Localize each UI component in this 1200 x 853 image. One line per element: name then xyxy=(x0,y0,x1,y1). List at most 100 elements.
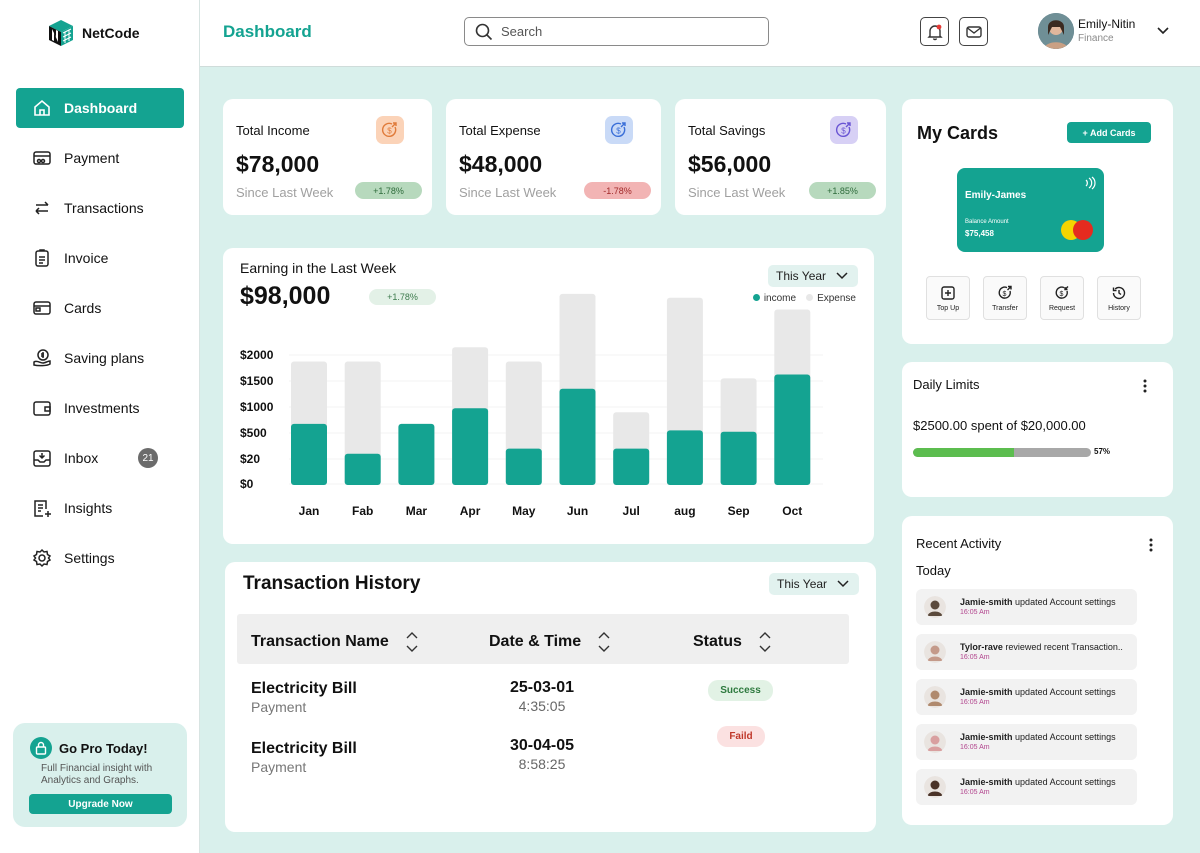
sidebar-item-inbox[interactable]: Inbox 21 xyxy=(16,438,184,478)
stat-card-total-expense: Total Expense $ $48,000 Since Last Week … xyxy=(446,99,661,215)
recent-activity-title: Recent Activity xyxy=(916,536,1002,551)
income-bar[interactable] xyxy=(774,374,811,486)
sidebar-item-insights[interactable]: Insights xyxy=(16,488,184,528)
history-button[interactable]: History xyxy=(1097,276,1141,320)
card-icon xyxy=(33,301,51,315)
income-bar[interactable] xyxy=(452,408,489,485)
stat-value: $48,000 xyxy=(459,151,543,177)
period-select[interactable]: This Year xyxy=(768,265,858,287)
stat-value: $56,000 xyxy=(688,151,772,177)
sort-icon xyxy=(406,632,418,652)
earning-chart-card: Earning in the Last Week $98,000 +1.78% … xyxy=(223,248,874,544)
transfer-button[interactable]: $ Transfer xyxy=(983,276,1027,320)
column-header-status[interactable]: Status xyxy=(693,630,772,654)
legend-expense-label: Expense xyxy=(817,293,856,304)
column-header-date[interactable]: Date & Time xyxy=(489,630,611,654)
activity-user: Jamie-smith xyxy=(960,687,1013,697)
transaction-history-card: Transaction History This Year Transactio… xyxy=(225,562,876,832)
messages-button[interactable] xyxy=(959,17,988,46)
logo[interactable]: NetCode xyxy=(46,18,140,48)
x-tick-label: Apr xyxy=(460,504,481,518)
activity-avatar-icon xyxy=(924,641,946,663)
activity-user: Jamie-smith xyxy=(960,597,1013,607)
more-options-icon[interactable] xyxy=(1149,538,1153,552)
sidebar-item-payment[interactable]: Payment xyxy=(16,138,184,178)
activity-item[interactable]: Jamie-smith updated Account settings 16:0… xyxy=(916,724,1137,760)
card-balance-label: Balance Amount xyxy=(965,219,1009,225)
search-box[interactable] xyxy=(464,17,769,46)
invoice-icon xyxy=(35,249,49,267)
user-avatar[interactable] xyxy=(1038,13,1074,49)
sidebar-item-transactions[interactable]: Transactions xyxy=(16,188,184,228)
card-holder-name: Emily-James xyxy=(965,190,1027,201)
sidebar-item-label: Investments xyxy=(64,400,140,416)
add-cards-button[interactable]: + Add Cards xyxy=(1067,122,1151,143)
go-pro-description: Full Financial insight with Analytics an… xyxy=(41,763,153,786)
income-bar[interactable] xyxy=(344,453,381,485)
daily-limits-progress xyxy=(913,448,1091,457)
request-button[interactable]: $ Request xyxy=(1040,276,1084,320)
activity-item[interactable]: Jamie-smith updated Account settings 16:0… xyxy=(916,679,1137,715)
x-tick-label: Fab xyxy=(352,504,373,518)
stat-change-badge: +1.85% xyxy=(809,182,876,199)
upgrade-now-button[interactable]: Upgrade Now xyxy=(29,794,172,814)
notifications-button[interactable] xyxy=(920,17,949,46)
sidebar-item-settings[interactable]: Settings xyxy=(16,538,184,578)
sidebar-item-invoice[interactable]: Invoice xyxy=(16,238,184,278)
go-pro-panel: Go Pro Today! Full Financial insight wit… xyxy=(13,723,187,827)
chart-title: Earning in the Last Week xyxy=(240,260,397,276)
search-input[interactable] xyxy=(501,24,751,39)
mail-icon xyxy=(965,25,982,38)
activity-item[interactable]: Jamie-smith updated Account settings 16:0… xyxy=(916,769,1137,805)
y-tick-label: $0 xyxy=(240,477,254,491)
activity-time: 16:05 Am xyxy=(960,609,990,616)
transaction-date: 30-04-05 xyxy=(509,737,575,754)
sidebar-item-label: Transactions xyxy=(64,200,144,216)
transaction-time: 4:35:05 xyxy=(518,698,566,714)
income-bar[interactable] xyxy=(666,430,703,485)
credit-card[interactable]: Emily-James Balance Amount $75,458 xyxy=(957,168,1104,252)
x-tick-label: Mar xyxy=(406,504,428,518)
daily-limits-text: $2500.00 spent of $20,000.00 xyxy=(913,418,1086,433)
action-label: History xyxy=(1108,304,1130,312)
income-bar[interactable] xyxy=(613,448,650,485)
legend-expense: Expense xyxy=(806,293,856,304)
sidebar-item-investments[interactable]: Investments xyxy=(16,388,184,428)
chevron-down-icon[interactable] xyxy=(1156,26,1170,36)
activity-avatar-icon xyxy=(924,731,946,753)
income-bar[interactable] xyxy=(505,448,542,485)
y-tick-label: $1000 xyxy=(240,400,274,414)
brand-name: NetCode xyxy=(82,25,140,41)
chart-total: $98,000 xyxy=(240,282,331,310)
daily-limits-title: Daily Limits xyxy=(913,377,980,392)
activity-text: Jamie-smith updated Account settings xyxy=(960,732,1116,742)
activity-text: Jamie-smith updated Account settings xyxy=(960,687,1116,697)
column-header-label: Transaction Name xyxy=(251,633,389,650)
chevron-down-icon xyxy=(837,580,849,588)
income-bar[interactable] xyxy=(398,423,435,485)
activity-action: updated Account settings xyxy=(1015,687,1116,697)
sidebar-nav: Dashboard Payment Transactions Invoice C… xyxy=(16,88,184,588)
transaction-date: 25-03-01 xyxy=(509,679,575,696)
top-up-button[interactable]: Top Up xyxy=(926,276,970,320)
y-tick-label: $2000 xyxy=(240,348,274,362)
user-role: Finance xyxy=(1078,33,1114,44)
transaction-type: Payment xyxy=(251,699,307,715)
wallet-icon xyxy=(33,401,51,416)
stat-card-total-income: Total Income $ $78,000 Since Last Week +… xyxy=(223,99,432,215)
sidebar-item-cards[interactable]: Cards xyxy=(16,288,184,328)
sidebar-item-dashboard[interactable]: Dashboard xyxy=(16,88,184,128)
income-bar[interactable] xyxy=(291,423,327,485)
column-header-name[interactable]: Transaction Name xyxy=(251,630,419,654)
transactions-period-select[interactable]: This Year xyxy=(769,573,859,595)
insights-icon xyxy=(34,500,51,517)
income-bar[interactable] xyxy=(559,388,596,485)
stat-since: Since Last Week xyxy=(459,185,557,200)
sidebar-item-saving-plans[interactable]: Saving plans xyxy=(16,338,184,378)
more-options-icon[interactable] xyxy=(1143,379,1147,393)
payment-icon xyxy=(33,151,51,165)
activity-item[interactable]: Jamie-smith updated Account settings 16:0… xyxy=(916,589,1137,625)
income-bar[interactable] xyxy=(720,431,757,485)
activity-item[interactable]: Tylor-rave reviewed recent Transaction..… xyxy=(916,634,1137,670)
inbox-icon xyxy=(33,450,51,467)
